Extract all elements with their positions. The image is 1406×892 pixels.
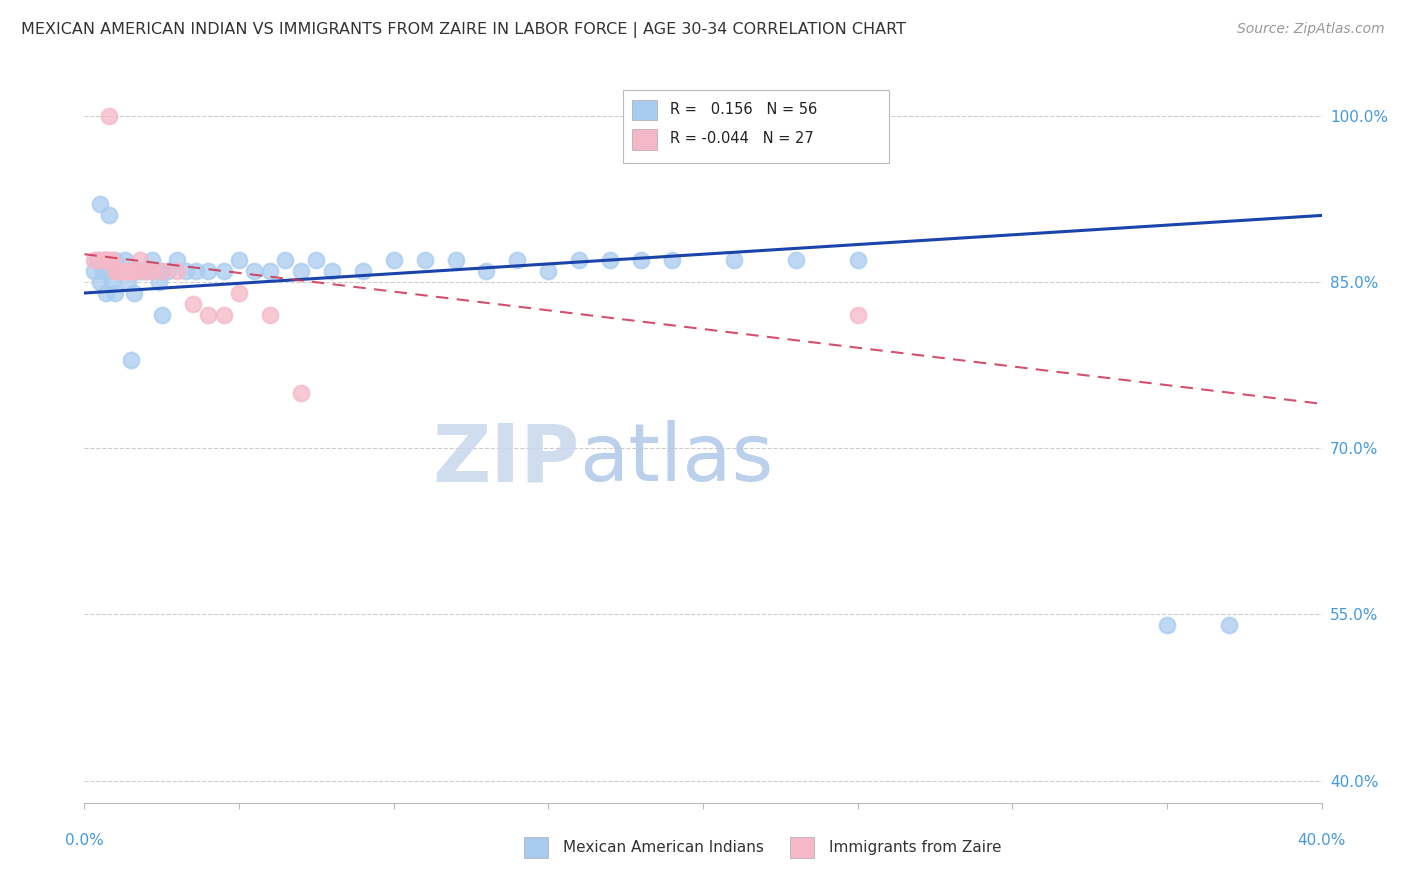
Point	[114, 252, 136, 267]
Point	[104, 285, 127, 300]
Point	[150, 264, 173, 278]
Point	[83, 252, 105, 267]
Point	[150, 264, 173, 278]
Point	[141, 252, 163, 267]
Point	[101, 275, 124, 289]
Point	[86, 252, 108, 267]
Text: Immigrants from Zaire: Immigrants from Zaire	[830, 840, 1001, 855]
Point	[166, 264, 188, 278]
Point	[89, 252, 111, 267]
Point	[107, 264, 129, 278]
Text: MEXICAN AMERICAN INDIAN VS IMMIGRANTS FROM ZAIRE IN LABOR FORCE | AGE 30-34 CORR: MEXICAN AMERICAN INDIAN VS IMMIGRANTS FR…	[21, 22, 905, 38]
Point	[98, 264, 121, 278]
Point	[846, 252, 869, 267]
Point	[135, 264, 157, 278]
Point	[228, 252, 250, 267]
Point	[630, 252, 652, 267]
Point	[184, 264, 207, 278]
Point	[122, 264, 145, 278]
Point	[125, 264, 148, 278]
Point	[83, 264, 105, 278]
Point	[98, 209, 121, 223]
Point	[723, 252, 745, 267]
Point	[537, 264, 560, 278]
Point	[135, 264, 157, 278]
Point	[101, 252, 124, 267]
Point	[98, 109, 121, 123]
Point	[104, 264, 127, 278]
Text: 0.0%: 0.0%	[65, 833, 104, 848]
Point	[94, 252, 117, 267]
Text: ZIP: ZIP	[432, 420, 579, 498]
Point	[156, 264, 179, 278]
Point	[129, 252, 152, 267]
Point	[197, 308, 219, 322]
Point	[568, 252, 591, 267]
Point	[91, 252, 114, 267]
Point	[117, 275, 139, 289]
Point	[259, 308, 281, 322]
Point	[846, 308, 869, 322]
Bar	[633, 129, 657, 150]
Point	[125, 264, 148, 278]
Point	[197, 264, 219, 278]
Point	[599, 252, 621, 267]
Text: atlas: atlas	[579, 420, 773, 498]
Point	[110, 264, 132, 278]
Point	[176, 264, 198, 278]
Text: R = -0.044   N = 27: R = -0.044 N = 27	[669, 131, 813, 146]
Point	[91, 264, 114, 278]
Point	[444, 252, 467, 267]
Point	[89, 197, 111, 211]
Point	[150, 308, 173, 322]
Text: R =   0.156   N = 56: R = 0.156 N = 56	[669, 102, 817, 117]
Point	[122, 285, 145, 300]
Point	[1218, 618, 1240, 632]
Point	[382, 252, 405, 267]
Point	[129, 264, 152, 278]
Bar	[523, 838, 548, 858]
Point	[107, 264, 129, 278]
Point	[506, 252, 529, 267]
Point	[141, 264, 163, 278]
Point	[259, 264, 281, 278]
Bar	[633, 100, 657, 120]
Point	[228, 285, 250, 300]
Bar	[790, 838, 814, 858]
Point	[104, 252, 127, 267]
Point	[475, 264, 498, 278]
Text: Mexican American Indians: Mexican American Indians	[564, 840, 763, 855]
Point	[290, 264, 312, 278]
Point	[110, 264, 132, 278]
Point	[212, 264, 235, 278]
Point	[120, 264, 142, 278]
Point	[114, 264, 136, 278]
Point	[243, 264, 266, 278]
Point	[661, 252, 683, 267]
Point	[132, 264, 155, 278]
Point	[120, 352, 142, 367]
Point	[98, 252, 121, 267]
Point	[166, 252, 188, 267]
Point	[89, 275, 111, 289]
Point	[274, 252, 297, 267]
Point	[290, 385, 312, 400]
Point	[120, 264, 142, 278]
Point	[94, 285, 117, 300]
Point	[785, 252, 807, 267]
Point	[94, 252, 117, 267]
Point	[321, 264, 343, 278]
Point	[1156, 618, 1178, 632]
FancyBboxPatch shape	[623, 90, 889, 163]
Point	[148, 275, 170, 289]
Point	[117, 264, 139, 278]
Point	[352, 264, 374, 278]
Text: Source: ZipAtlas.com: Source: ZipAtlas.com	[1237, 22, 1385, 37]
Text: 40.0%: 40.0%	[1298, 833, 1346, 848]
Point	[212, 308, 235, 322]
Point	[181, 297, 204, 311]
Point	[413, 252, 436, 267]
Point	[305, 252, 328, 267]
